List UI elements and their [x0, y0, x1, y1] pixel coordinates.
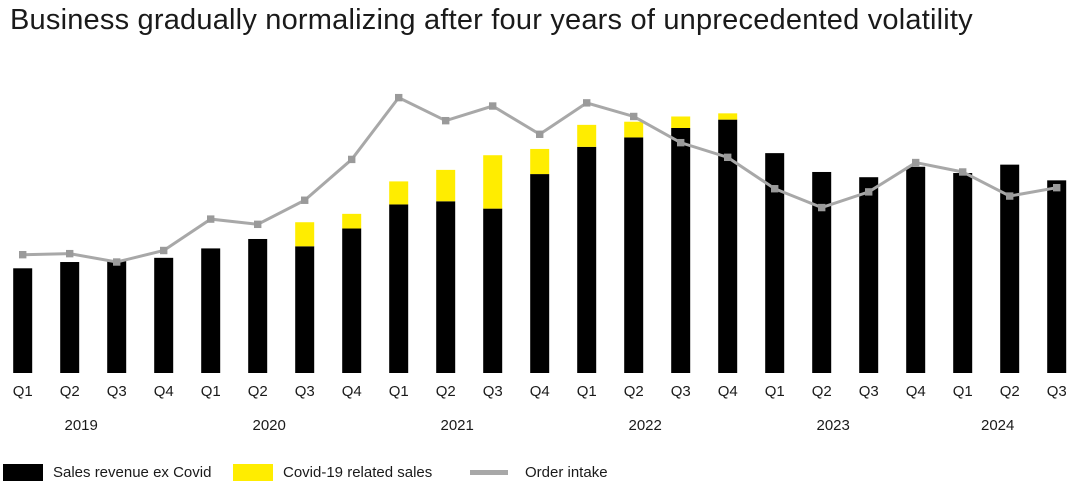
- legend-label-covid: Covid-19 related sales: [283, 463, 433, 481]
- order-intake-marker-17: [818, 203, 826, 212]
- x-axis-quarter-label-16: Q1: [765, 383, 785, 400]
- legend-item-order-intake: Order intake: [470, 463, 608, 481]
- x-axis-year-label-2021: 2021: [441, 417, 474, 434]
- bar-sales-6-15: [718, 119, 738, 373]
- order-intake-marker-15: [724, 153, 732, 162]
- x-axis-quarter-label-0: Q1: [13, 383, 33, 400]
- bar-sales-6-16: [765, 153, 785, 373]
- x-axis-quarter-label-9: Q2: [436, 383, 456, 400]
- covid-swatch-icon: [233, 463, 273, 481]
- order-intake-marker-21: [1006, 192, 1014, 200]
- x-axis-quarter-label-15: Q4: [718, 383, 738, 400]
- order-intake-marker-3: [160, 246, 168, 255]
- x-axis-year-label-2024: 2024: [981, 417, 1014, 434]
- order-intake-marker-13: [630, 112, 638, 121]
- order-intake-marker-14: [677, 138, 685, 147]
- x-axis-quarter-label-1: Q2: [60, 383, 80, 400]
- bar-covid-11: [530, 148, 550, 175]
- order-intake-marker-18: [865, 188, 873, 196]
- x-axis-quarter-label-20: Q1: [953, 383, 973, 400]
- bar-covid-14: [671, 116, 691, 129]
- bar-covid-8: [389, 181, 409, 205]
- bar-covid-15: [718, 113, 738, 120]
- x-axis-quarter-label-4: Q1: [201, 383, 221, 400]
- x-axis-quarter-label-10: Q3: [483, 383, 503, 400]
- x-axis-quarter-label-2: Q3: [107, 383, 127, 400]
- bar-sales-6-13: [624, 137, 644, 373]
- bar-sales-6-17: [812, 171, 832, 373]
- legend-item-sales: Sales revenue ex Covid: [3, 463, 211, 481]
- x-axis-quarter-label-22: Q3: [1047, 383, 1067, 400]
- x-axis-quarter-label-19: Q4: [906, 383, 926, 400]
- x-axis-quarter-label-5: Q2: [248, 383, 268, 400]
- order-intake-swatch-icon: [470, 469, 508, 475]
- order-intake-marker-7: [348, 155, 356, 164]
- order-intake-marker-12: [583, 99, 591, 107]
- x-axis-quarter-label-3: Q4: [154, 383, 174, 400]
- order-intake-marker-6: [301, 196, 309, 204]
- bar-sales-6-19: [906, 166, 926, 373]
- bar-sales-6-22: [1047, 180, 1067, 373]
- x-axis-year-label-2023: 2023: [817, 417, 850, 434]
- x-axis-quarter-label-8: Q1: [389, 383, 409, 400]
- x-axis-year-label-2019: 2019: [65, 417, 98, 434]
- bar-sales-6-0: [13, 268, 33, 373]
- bar-covid-6: [295, 222, 315, 247]
- bar-sales-6-11: [530, 174, 550, 373]
- x-axis-quarter-label-13: Q2: [624, 383, 644, 400]
- bar-sales-6-14: [671, 128, 691, 373]
- order-intake-marker-1: [66, 249, 74, 258]
- bar-sales-6-10: [483, 208, 503, 373]
- bar-sales-6-4: [201, 248, 221, 373]
- order-intake-marker-19: [912, 158, 920, 167]
- bar-covid-10: [483, 155, 503, 209]
- bar-covid-7: [342, 213, 362, 229]
- bar-sales-6-5: [248, 238, 268, 373]
- order-intake-marker-16: [771, 185, 779, 193]
- order-intake-marker-9: [442, 116, 450, 125]
- legend-item-covid: Covid-19 related sales: [233, 463, 432, 481]
- sales-swatch-icon: [3, 463, 43, 481]
- x-axis-quarter-label-17: Q2: [812, 383, 832, 400]
- x-axis-quarter-label-18: Q3: [859, 383, 879, 400]
- x-axis-quarter-label-11: Q4: [530, 383, 550, 400]
- bar-sales-6-6: [295, 246, 315, 373]
- x-axis-year-label-2020: 2020: [253, 417, 286, 434]
- order-intake-marker-5: [254, 220, 262, 229]
- bar-sales-6-7: [342, 228, 362, 373]
- order-intake-marker-4: [207, 215, 215, 223]
- order-intake-marker-10: [489, 102, 497, 110]
- order-intake-marker-2: [113, 258, 121, 266]
- bar-sales-6-12: [577, 146, 597, 373]
- bar-sales-6-21: [1000, 164, 1020, 373]
- bar-covid-12: [577, 124, 597, 147]
- bar-sales-6-8: [389, 204, 409, 373]
- chart-title: Business gradually normalizing after fou…: [10, 4, 973, 36]
- bar-sales-6-2: [107, 260, 127, 373]
- bar-sales-6-18: [859, 177, 879, 373]
- bar-covid-9: [436, 169, 456, 202]
- x-axis-quarter-label-21: Q2: [1000, 383, 1020, 400]
- x-axis-quarter-label-6: Q3: [295, 383, 315, 400]
- bar-sales-6-3: [154, 257, 174, 373]
- legend-label-sales: Sales revenue ex Covid: [53, 463, 212, 481]
- bar-sales-6-1: [60, 262, 80, 373]
- bar-sales-6-20: [953, 173, 973, 373]
- order-intake-marker-11: [536, 130, 544, 138]
- x-axis-quarter-label-14: Q3: [671, 383, 691, 400]
- bar-covid-13: [624, 121, 644, 138]
- x-axis-year-label-2022: 2022: [629, 417, 662, 434]
- x-axis-quarter-label-12: Q1: [577, 383, 597, 400]
- x-axis-quarter-label-7: Q4: [342, 383, 362, 400]
- order-intake-marker-0: [19, 250, 27, 259]
- order-intake-marker-22: [1053, 183, 1061, 192]
- order-intake-marker-20: [959, 168, 967, 176]
- order-intake-marker-8: [395, 93, 403, 102]
- legend-label-order-intake: Order intake: [525, 463, 608, 481]
- bar-sales-6-9: [436, 201, 456, 373]
